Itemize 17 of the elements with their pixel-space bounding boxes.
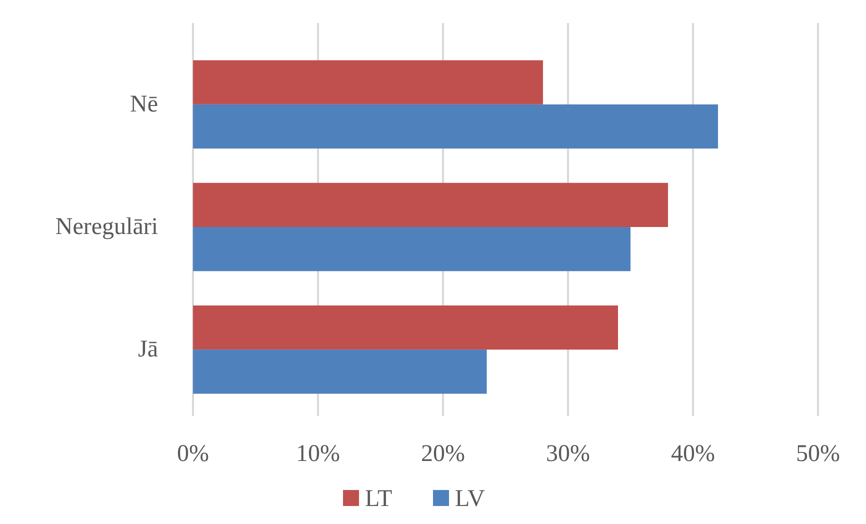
bar xyxy=(193,227,630,272)
x-tick-label: 40% xyxy=(671,441,715,467)
bar xyxy=(193,104,718,149)
legend-label: LV xyxy=(455,486,486,512)
x-tick-label: 50% xyxy=(796,441,840,467)
bar xyxy=(193,182,668,227)
x-tick-label: 10% xyxy=(296,441,340,467)
x-tick-label: 20% xyxy=(421,441,465,467)
legend-label: LT xyxy=(365,486,392,512)
y-tick-label: Jā xyxy=(138,336,158,363)
y-tick-label: Neregulāri xyxy=(55,214,158,240)
bar xyxy=(193,305,618,350)
y-tick-label: Nē xyxy=(130,91,158,118)
x-tick-label: 30% xyxy=(546,441,590,467)
bar xyxy=(193,60,543,104)
bar xyxy=(193,350,487,394)
x-tick-label: 0% xyxy=(177,441,209,467)
